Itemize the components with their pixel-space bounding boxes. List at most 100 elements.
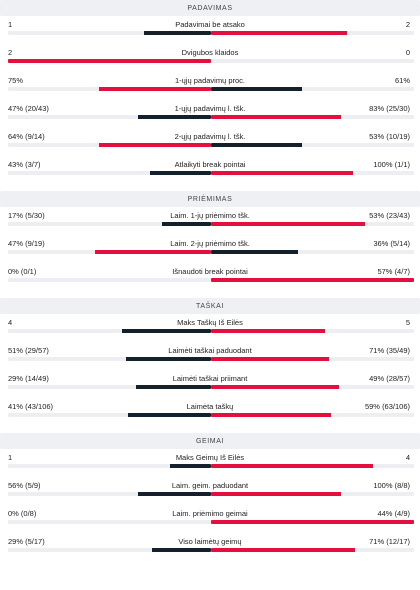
- home-value: 1: [8, 20, 13, 29]
- away-bar-track: [211, 143, 414, 147]
- stat-row: 29% (5/17) Viso laimėtų geimų 71% (12/17): [0, 533, 420, 561]
- stat-row: 29% (14/49) Laimėti taškai priimant 49% (2…: [0, 370, 420, 398]
- away-value: 83% (25/30): [369, 104, 410, 113]
- home-value: 0% (0/1): [8, 267, 37, 276]
- home-bar-fill: [121, 329, 211, 333]
- away-bar-track: [211, 222, 414, 226]
- home-bar-track: [8, 278, 211, 282]
- stat-label: 1-ųjų padavimų proc.: [174, 76, 246, 85]
- stat-label: Maks Taškų Iš Eilės: [177, 318, 243, 327]
- away-bar-track: [211, 278, 414, 282]
- away-bar-fill: [211, 385, 339, 389]
- stat-row: 41% (43/106) Laimėta taškų 59% (63/106): [0, 398, 420, 426]
- away-value: 36% (5/14): [373, 239, 410, 248]
- home-value: 17% (5/30): [8, 211, 45, 220]
- home-bar-track: [8, 464, 211, 468]
- home-bar-fill: [137, 115, 211, 119]
- away-bar-fill: [211, 413, 331, 417]
- away-value: 71% (35/49): [369, 346, 410, 355]
- stat-row: 51% (29/57) Laimėti taškai paduodant 71% (…: [0, 342, 420, 370]
- away-bar-fill: [211, 87, 303, 91]
- away-bar-track: [211, 59, 414, 63]
- away-bar-fill: [211, 31, 347, 35]
- home-value: 75%: [8, 76, 24, 85]
- home-value: 1: [8, 453, 13, 462]
- away-value: 5: [405, 318, 410, 327]
- section-header: PRIĖMIMAS: [0, 191, 420, 207]
- home-bar-track: [8, 171, 211, 175]
- section-padavimas: PADAVIMAS 1 Padavimai be atsako 2 2 Dvigubo…: [0, 0, 420, 184]
- home-bar-fill: [170, 464, 211, 468]
- home-bar-fill: [144, 31, 211, 35]
- home-bar-fill: [125, 357, 211, 361]
- home-bar-fill: [99, 87, 211, 91]
- home-bar-track: [8, 520, 211, 524]
- home-value: 29% (14/49): [8, 374, 49, 383]
- away-value: 53% (10/19): [369, 132, 410, 141]
- away-bar-track: [211, 385, 414, 389]
- away-bar-fill: [211, 143, 303, 147]
- stat-row: 1 Maks Geimų Iš Eilės 4: [0, 449, 420, 477]
- stats-panel: PADAVIMAS 1 Padavimai be atsako 2 2 Dvigubo…: [0, 0, 420, 561]
- away-bar-track: [211, 31, 414, 35]
- home-bar-track: [8, 143, 211, 147]
- stat-row: 75% 1-ųjų padavimų proc. 61%: [0, 72, 420, 100]
- home-bar-track: [8, 59, 211, 63]
- away-value: 2: [405, 20, 410, 29]
- away-value: 44% (4/9): [377, 509, 410, 518]
- section-header: GEIMAI: [0, 433, 420, 449]
- stat-label: Laimėti taškai priimant: [172, 374, 248, 383]
- stat-label: Laim. 2-jų priėmimo tšk.: [170, 239, 250, 248]
- away-bar-fill: [211, 250, 299, 254]
- away-value: 59% (63/106): [364, 402, 410, 411]
- stat-label: Dvigubos klaidos: [181, 48, 239, 57]
- stat-row: 47% (9/19) Laim. 2-jų priėmimo tšk. 36% (5…: [0, 235, 420, 263]
- home-bar-track: [8, 492, 211, 496]
- stat-label: Padavimai be atsako: [175, 20, 245, 29]
- home-bar-fill: [127, 413, 211, 417]
- section-header: TAŠKAI: [0, 298, 420, 314]
- home-bar-track: [8, 87, 211, 91]
- away-bar-track: [211, 357, 414, 361]
- away-bar-track: [211, 171, 414, 175]
- section-geimai: GEIMAI 1 Maks Geimų Iš Eilės 4 56% (5/9) La…: [0, 433, 420, 561]
- stat-row: 43% (3/7) Atlaikyti break pointai 100% (1/…: [0, 156, 420, 184]
- home-bar-fill: [152, 548, 211, 552]
- away-bar-track: [211, 329, 414, 333]
- stat-label: 2-ųjų padavimų l. tšk.: [174, 132, 246, 141]
- away-bar-fill: [211, 357, 329, 361]
- stat-label: 1-ųjų padavimų l. tšk.: [174, 104, 246, 113]
- away-value: 61%: [394, 76, 410, 85]
- away-bar-fill: [211, 548, 356, 552]
- stat-row: 56% (5/9) Laim. geim. paduodant 100% (8/8): [0, 477, 420, 505]
- stat-label: Išnaudoti break pointai: [172, 267, 248, 276]
- away-bar-fill: [211, 329, 325, 333]
- stat-row: 47% (20/43) 1-ųjų padavimų l. tšk. 83% (25…: [0, 100, 420, 128]
- away-bar-fill: [211, 278, 414, 282]
- section-header: PADAVIMAS: [0, 0, 420, 16]
- home-bar-fill: [150, 171, 211, 175]
- away-bar-track: [211, 464, 414, 468]
- home-value: 4: [8, 318, 13, 327]
- away-bar-fill: [211, 222, 366, 226]
- home-bar-track: [8, 413, 211, 417]
- home-bar-fill: [99, 143, 211, 147]
- away-bar-track: [211, 548, 414, 552]
- home-bar-track: [8, 115, 211, 119]
- away-value: 100% (8/8): [373, 481, 410, 490]
- home-value: 43% (3/7): [8, 160, 41, 169]
- stat-label: Laimėta taškų: [186, 402, 234, 411]
- home-bar-fill: [8, 59, 211, 63]
- home-value: 51% (29/57): [8, 346, 49, 355]
- home-bar-track: [8, 329, 211, 333]
- away-bar-track: [211, 492, 414, 496]
- home-bar-track: [8, 357, 211, 361]
- away-bar-track: [211, 413, 414, 417]
- home-bar-track: [8, 548, 211, 552]
- stat-label: Laim. priėmimo geimai: [172, 509, 248, 518]
- away-value: 0: [405, 48, 410, 57]
- stat-label: Maks Geimų Iš Eilės: [175, 453, 245, 462]
- home-bar-fill: [137, 492, 211, 496]
- home-bar-track: [8, 385, 211, 389]
- home-bar-fill: [95, 250, 211, 254]
